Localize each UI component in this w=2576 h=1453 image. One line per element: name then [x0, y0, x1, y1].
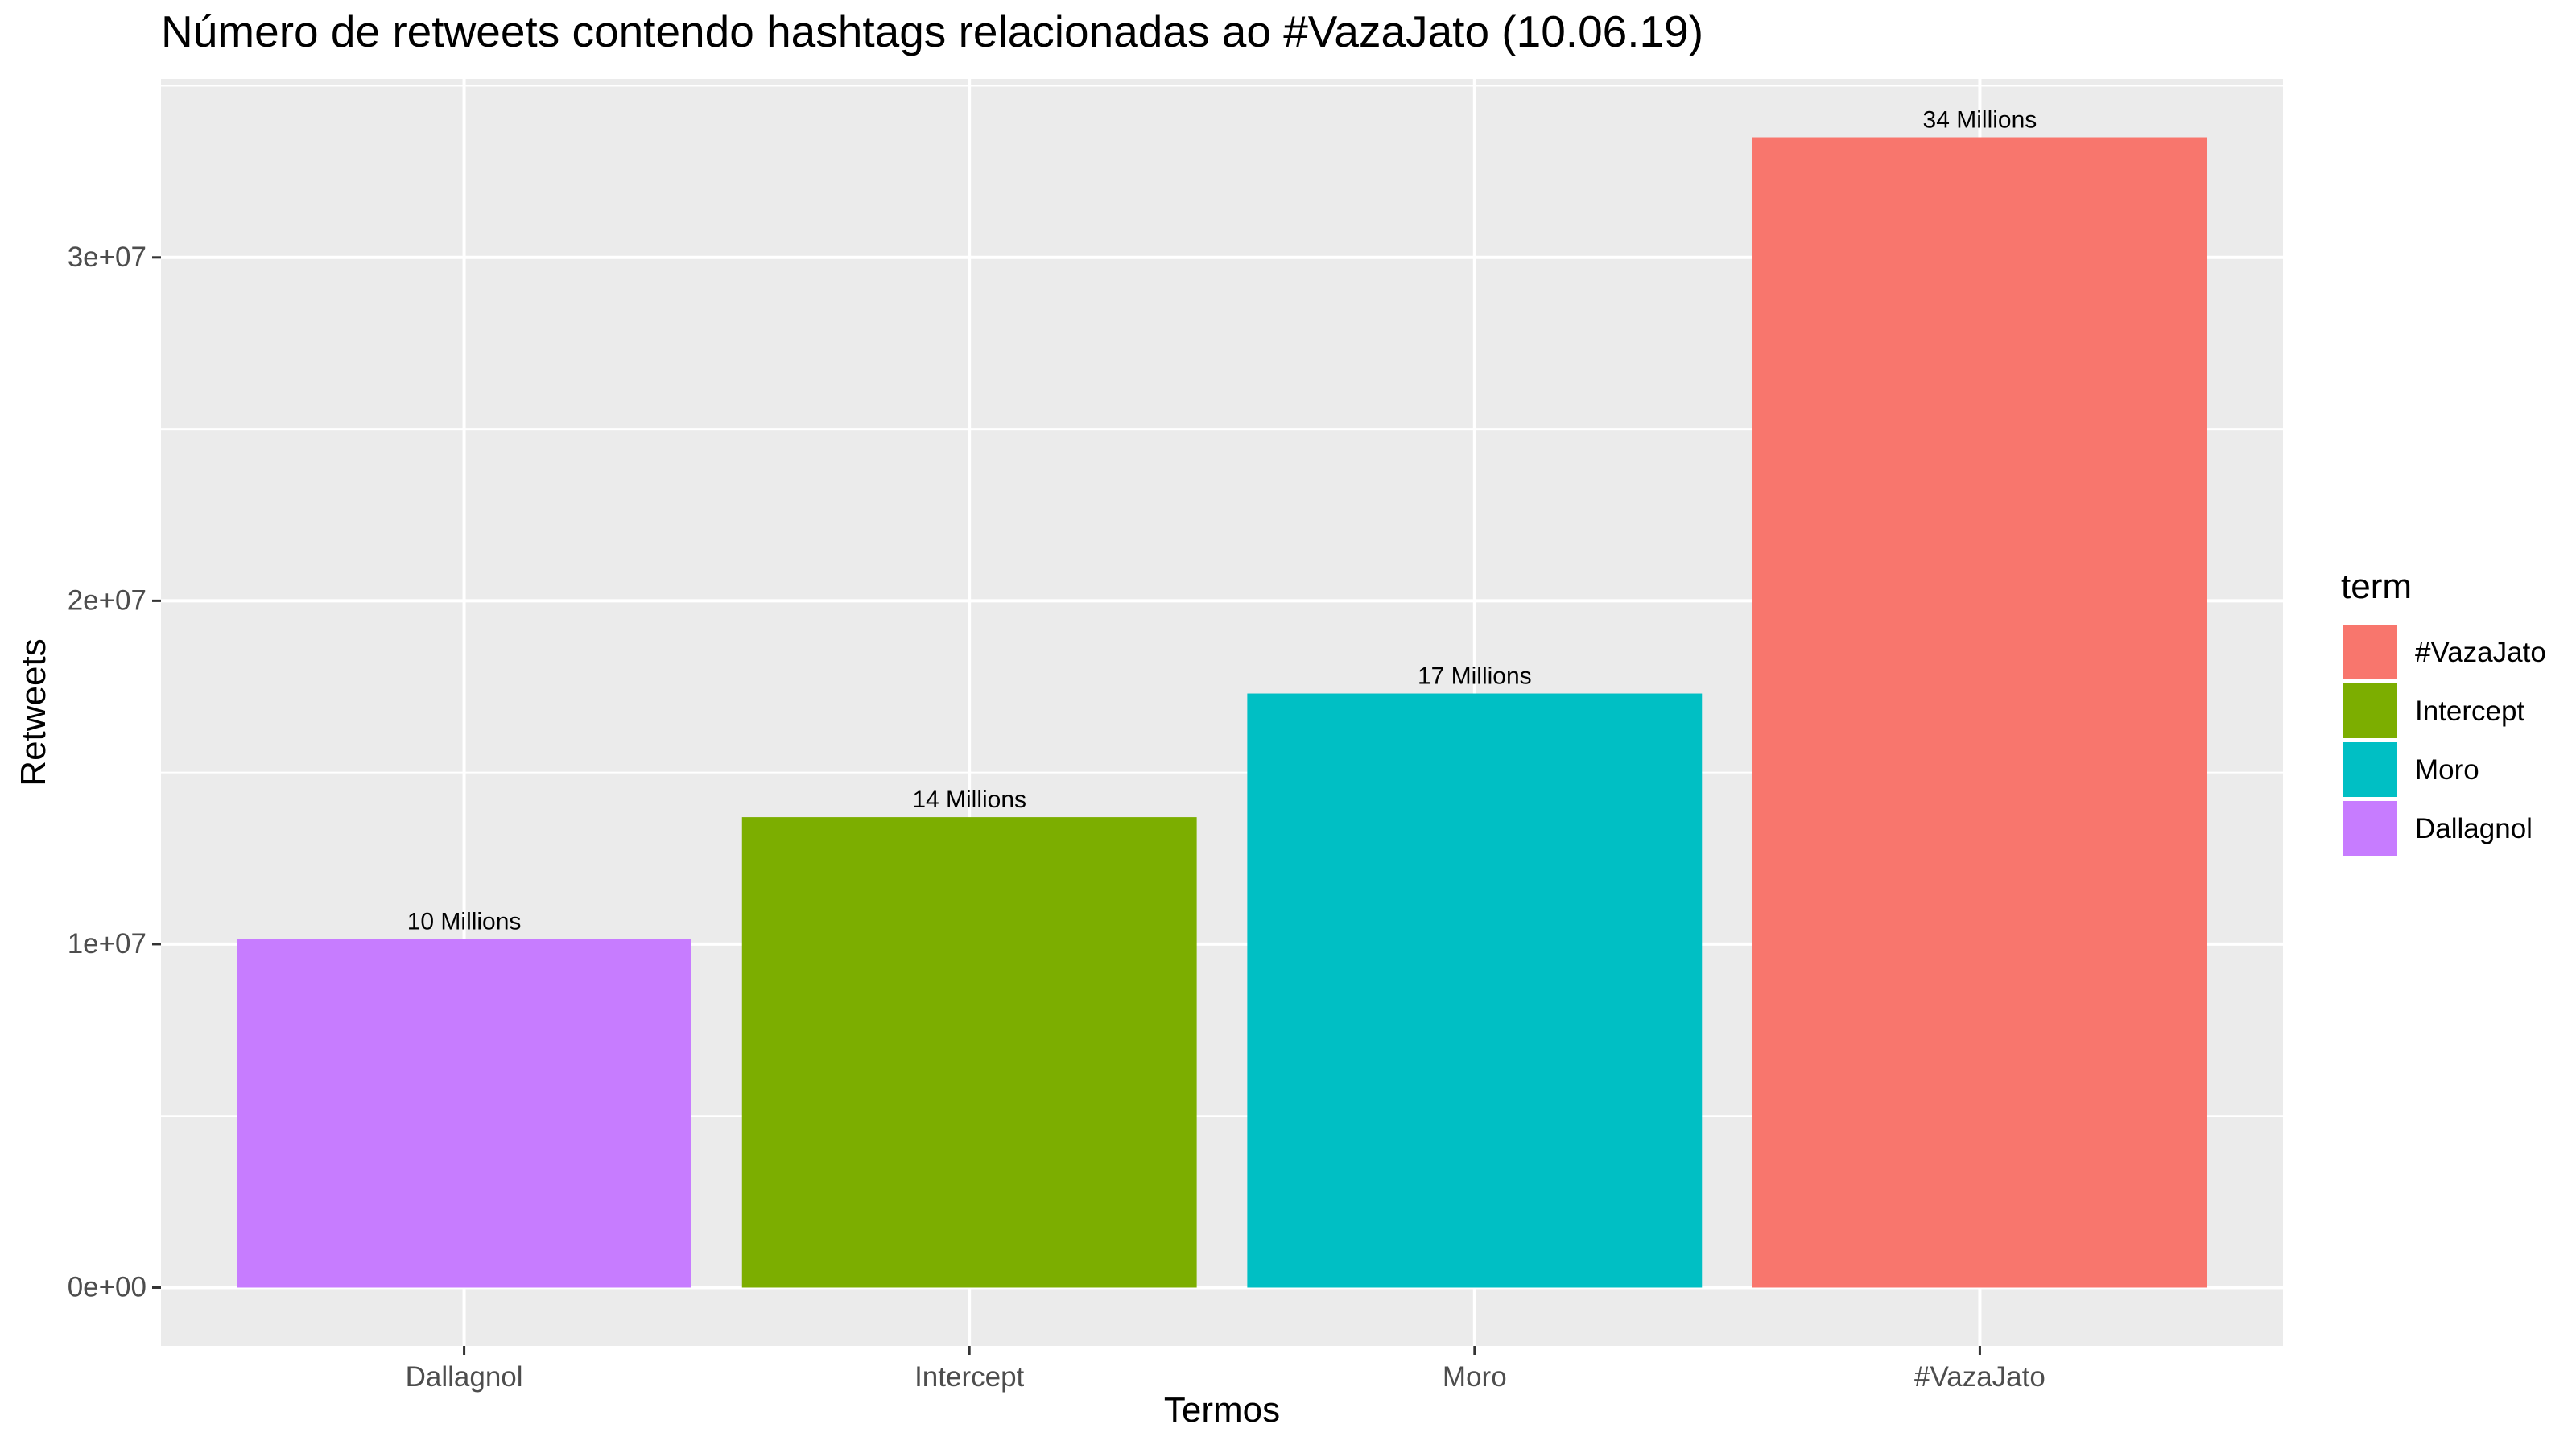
legend-label: Dallagnol: [2415, 813, 2533, 844]
bar-intercept: [741, 817, 1197, 1288]
bar-value-label: 10 Millions: [407, 909, 522, 935]
legend-key: [2343, 801, 2397, 856]
y-tick-label: 2e+07: [68, 584, 147, 616]
bar-dallagnol: [237, 939, 692, 1288]
legend-label: Intercept: [2415, 696, 2524, 727]
x-axis-title: Termos: [1164, 1390, 1280, 1430]
bar-value-labels: 10 Millions 14 Millions 17 Millions 34 Mill…: [407, 107, 2037, 935]
legend-key: [2343, 742, 2397, 797]
bar-value-label: 34 Millions: [1923, 107, 2037, 134]
legend-key: [2343, 625, 2397, 679]
legend: term #VazaJato Intercept Moro Dallagnol: [2341, 567, 2546, 856]
legend-label: Moro: [2415, 754, 2479, 786]
bars: [237, 137, 2207, 1288]
x-tick-label: Dallagnol: [406, 1361, 523, 1393]
bar-vazajato: [1752, 137, 2207, 1288]
y-tick-label: 3e+07: [68, 241, 147, 273]
x-axis: Dallagnol Intercept Moro #VazaJato: [406, 1346, 2046, 1393]
legend-key: [2343, 683, 2397, 738]
legend-label: #VazaJato: [2415, 637, 2546, 668]
y-axis-title: Retweets: [14, 638, 53, 786]
legend-title: term: [2341, 567, 2412, 606]
chart-title: Número de retweets contendo hashtags rel…: [161, 6, 1703, 56]
legend-items: #VazaJato Intercept Moro Dallagnol: [2343, 625, 2546, 856]
y-tick-label: 1e+07: [68, 928, 147, 960]
y-axis: 0e+00 1e+07 2e+07 3e+07: [68, 241, 161, 1302]
bar-value-label: 17 Millions: [1418, 663, 1532, 690]
x-tick-label: Intercept: [914, 1361, 1024, 1393]
y-tick-label: 0e+00: [68, 1271, 147, 1302]
bar-value-label: 14 Millions: [912, 786, 1026, 813]
bar-moro: [1247, 693, 1703, 1288]
x-tick-label: Moro: [1443, 1361, 1507, 1393]
x-tick-label: #VazaJato: [1914, 1361, 2046, 1393]
